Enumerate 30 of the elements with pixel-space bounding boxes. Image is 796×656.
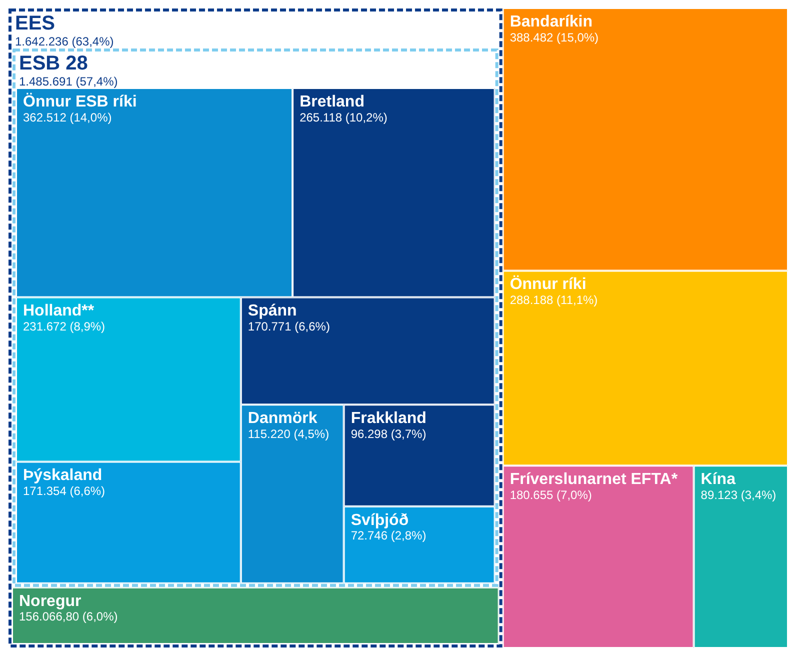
category-label: Fríverslunarnet EFTA* (510, 470, 678, 488)
category-label: Önnur ríki (510, 275, 586, 294)
category-label: Spánn (248, 302, 297, 320)
data-label: 96.298 (3,7%) (350, 426, 426, 441)
data-label: 170.771 (6,6%) (248, 320, 330, 334)
data-label: 180.655 (7,0%) (510, 488, 592, 502)
data-label: 115.220 (4,5%) (248, 426, 330, 441)
category-label: EES (15, 12, 56, 35)
category-label: Frakkland (350, 410, 426, 428)
category-label: Önnur ESB ríki (23, 92, 137, 110)
category-label: Þýskaland (23, 467, 102, 484)
category-label: Svíþjóð (350, 512, 409, 529)
data-label: 388.482 (15,0%) (510, 30, 599, 44)
category-label: Bretland (300, 93, 364, 110)
data-label: 156.066,80 (6,0%) (19, 610, 118, 624)
data-label: 288.188 (11,1%) (510, 293, 598, 308)
data-label: 1.642.236 (63,4%) (15, 34, 114, 48)
category-label: Kína (700, 470, 736, 488)
data-label: 171.354 (6,6%) (23, 484, 106, 498)
category-label: Noregur (19, 592, 82, 610)
data-label: 265.118 (10,2%) (300, 110, 388, 124)
category-label: ESB 28 (19, 52, 88, 75)
data-label: 72.746 (2,8%) (350, 528, 426, 543)
category-label: Holland** (23, 302, 95, 320)
data-label: 1.485.691 (57,4%) (19, 74, 118, 88)
data-label: 231.672 (8,9%) (23, 320, 106, 334)
category-label: Danmörk (248, 410, 318, 428)
category-label: Bandaríkin (510, 13, 593, 30)
data-label: 89.123 (3,4%) (700, 488, 776, 502)
data-label: 362.512 (14,0%) (23, 110, 112, 124)
